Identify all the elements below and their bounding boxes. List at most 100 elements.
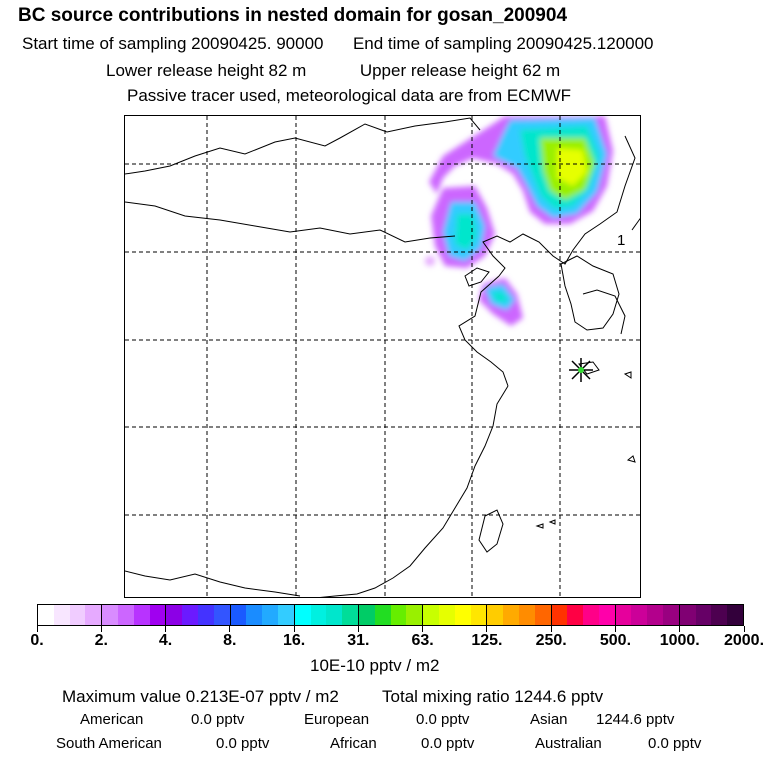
plot-title: BC source contributions in nested domain… [18,5,568,26]
region-american-value: 0.0 pptv [191,711,245,728]
colorbar-swatch [518,605,535,625]
region-european-label: European [304,711,370,728]
colorbar-swatch [423,605,439,625]
plume-west [425,186,495,268]
colorbar-tick-label: 1000. [659,632,700,649]
sampling-times: Start time of sampling 20090425. 90000 E… [22,34,654,54]
release-heights: Lower release height 82 m Upper release … [106,61,560,81]
colorbar-swatch [663,605,680,625]
region-african-value: 0.0 pptv [421,735,475,752]
colorbar-swatch [615,605,632,625]
colorbar-units: 10E-10 pptv / m2 [310,656,440,675]
colorbar-swatch [182,605,198,625]
colorbar-tick-label: 16. [282,632,306,649]
tracer-note: Passive tracer used, meteorological data… [127,86,572,105]
colorbar-tick-label: 31. [347,632,370,649]
colorbar-swatch [133,605,150,625]
colorbar-swatch [695,605,712,625]
colorbar-swatch [262,605,278,625]
colorbar-swatch [534,605,552,625]
upper-release-label: Upper release height 62 m [359,61,561,80]
colorbar-tick-label: 125. [471,632,503,649]
colorbar-tick-label: 63. [411,632,434,649]
colorbar-swatch [503,605,519,625]
colorbar-swatch [727,605,744,625]
plume-bohai [479,278,523,326]
receptor-star-marker [569,358,593,382]
colorbar-tick-label: 0. [30,632,44,649]
max-value: Maximum value 0.213E-07 pptv / m2 [62,687,339,706]
colorbar-swatch [326,605,343,625]
colorbar-tick-label: 500. [599,632,632,649]
colorbar-swatch [567,605,584,625]
colorbar-swatch [647,605,664,625]
region-australian-label: Australian [535,735,602,752]
colorbar-swatch [598,605,616,625]
max-value-line: Maximum value 0.213E-07 pptv / m2 Total … [62,687,603,707]
colorbar-swatch [149,605,167,625]
colorbar-swatch [342,605,359,625]
colorbar-tick [679,626,681,632]
colorbar-swatch [38,605,54,625]
colorbar-swatch [583,605,599,625]
start-time-label: Start time of sampling 20090425. 90000 [22,34,324,53]
colorbar-tick [293,626,295,632]
colorbar-swatch [166,605,183,625]
end-time-label: End time of sampling 20090425.120000 [352,34,654,53]
colorbar-tick [165,626,167,632]
colorbar-swatch [69,605,86,625]
colorbar-swatch [102,605,118,625]
colorbar-swatch [406,605,424,625]
colorbar-swatch [438,605,455,625]
region-asian-label: Asian [530,711,568,728]
colorbar-swatch [358,605,375,625]
colorbar-tick [229,626,231,632]
colorbar-tick [422,626,424,632]
region-south-american-value: 0.0 pptv [216,735,270,752]
colorbar-tick [486,626,488,632]
map-panel: 1 [124,115,641,598]
region-australian-value: 0.0 pptv [648,735,702,752]
colorbar-swatch [310,605,327,625]
lat-lon-grid [125,116,640,597]
region-american-label: American [80,711,144,728]
colorbar-swatch [631,605,648,625]
colorbar-swatch [53,605,70,625]
colorbar-tick [36,626,38,632]
colorbar-swatch [230,605,247,625]
colorbar-swatch [454,605,471,625]
colorbar-swatch [213,605,231,625]
colorbar-swatch [294,605,311,625]
colorbar-swatch [197,605,214,625]
colorbar-swatch [85,605,103,625]
colorbar-tick [100,626,102,632]
region-african-label: African [330,735,377,752]
colorbar-swatch [390,605,407,625]
colorbar-swatch [487,605,504,625]
lower-release-label: Lower release height 82 m [106,61,307,80]
colorbar-tick-label: 2. [94,632,108,649]
colorbar-tick-label: 250. [535,632,567,649]
colorbar-tick [743,626,745,632]
coastlines [125,117,640,597]
region-european-value: 0.0 pptv [416,711,470,728]
colorbar-tick [550,626,552,632]
colorbar-swatch [374,605,391,625]
map-canvas [125,116,640,597]
colorbar-swatch [277,605,295,625]
colorbar-tick-label: 4. [158,632,173,649]
colorbar-swatch [246,605,263,625]
colorbar-swatch [711,605,728,625]
colorbar-swatch [470,605,488,625]
total-mixing-ratio: Total mixing ratio 1244.6 pptv [382,687,604,706]
domain-number-label: 1 [617,232,626,249]
colorbar-tick-label: 2000. [723,632,765,649]
colorbar-tick [357,626,359,632]
colorbar-swatch [551,605,568,625]
plume-northeast [429,116,613,224]
colorbar-swatch [679,605,696,625]
colorbar-swatch [117,605,134,625]
region-asian-value: 1244.6 pptv [596,711,675,728]
region-south-american-label: South American [56,735,162,752]
colorbar-tick [614,626,616,632]
